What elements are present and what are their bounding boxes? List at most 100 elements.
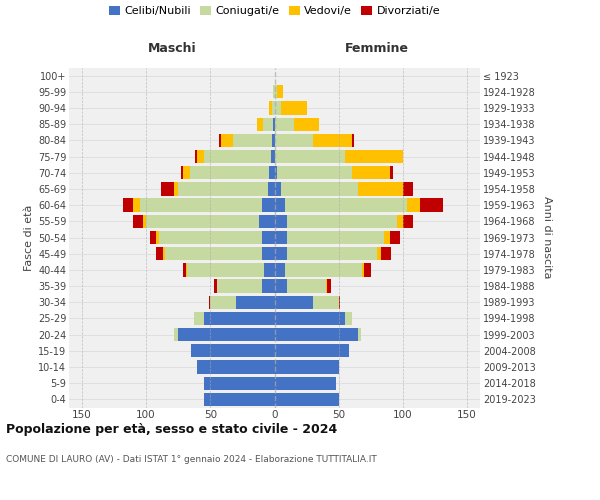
Bar <box>186 263 187 276</box>
Bar <box>277 85 283 98</box>
Bar <box>163 247 166 260</box>
Bar <box>275 247 287 260</box>
Bar <box>184 166 190 179</box>
Bar <box>178 182 268 196</box>
Bar <box>204 393 275 406</box>
Bar <box>150 231 157 244</box>
Bar <box>326 280 327 292</box>
Bar <box>263 118 273 131</box>
Bar <box>275 263 285 276</box>
Bar <box>217 280 262 292</box>
Bar <box>275 150 345 163</box>
Bar <box>175 182 178 196</box>
Bar <box>285 198 407 212</box>
Bar <box>287 247 377 260</box>
Bar <box>195 150 197 163</box>
Bar <box>257 118 263 131</box>
Bar <box>259 214 275 228</box>
Bar <box>161 182 175 196</box>
Text: Maschi: Maschi <box>148 42 196 55</box>
Bar <box>275 166 277 179</box>
Bar <box>262 231 275 244</box>
Bar <box>236 296 275 309</box>
Bar <box>358 328 361 342</box>
Bar <box>178 328 275 342</box>
Bar <box>123 198 133 212</box>
Bar <box>294 118 319 131</box>
Bar <box>140 198 262 212</box>
Bar <box>364 263 371 276</box>
Bar <box>281 102 307 114</box>
Bar <box>175 328 178 342</box>
Bar <box>287 280 326 292</box>
Bar <box>362 263 364 276</box>
Bar <box>275 182 281 196</box>
Bar <box>287 231 383 244</box>
Bar <box>275 296 313 309</box>
Legend: Celibi/Nubili, Coniugati/e, Vedovi/e, Divorziati/e: Celibi/Nubili, Coniugati/e, Vedovi/e, Di… <box>104 2 445 21</box>
Bar <box>383 231 390 244</box>
Bar <box>233 134 272 147</box>
Bar <box>381 247 391 260</box>
Bar <box>275 312 345 325</box>
Bar <box>190 166 269 179</box>
Bar <box>275 344 349 358</box>
Bar <box>275 280 287 292</box>
Bar <box>313 296 339 309</box>
Bar <box>204 376 275 390</box>
Bar <box>285 263 362 276</box>
Text: Popolazione per età, sesso e stato civile - 2024: Popolazione per età, sesso e stato civil… <box>6 422 337 436</box>
Bar <box>133 198 140 212</box>
Bar <box>345 312 352 325</box>
Bar <box>390 166 392 179</box>
Bar <box>221 134 233 147</box>
Bar <box>157 231 159 244</box>
Bar <box>269 102 272 114</box>
Bar <box>194 312 204 325</box>
Bar <box>197 150 204 163</box>
Bar <box>275 360 339 374</box>
Bar <box>273 85 275 98</box>
Bar <box>287 214 397 228</box>
Bar <box>275 393 339 406</box>
Bar <box>272 102 275 114</box>
Bar <box>275 118 294 131</box>
Bar <box>209 296 210 309</box>
Bar <box>210 296 236 309</box>
Bar <box>358 182 403 196</box>
Bar <box>352 166 390 179</box>
Bar <box>181 166 184 179</box>
Bar <box>327 280 331 292</box>
Bar <box>377 247 381 260</box>
Bar <box>403 214 413 228</box>
Bar <box>159 231 262 244</box>
Bar <box>166 247 262 260</box>
Bar <box>157 247 163 260</box>
Bar <box>339 296 340 309</box>
Bar <box>264 263 275 276</box>
Bar <box>275 376 336 390</box>
Bar <box>275 328 358 342</box>
Bar <box>273 118 275 131</box>
Bar <box>204 150 271 163</box>
Bar <box>390 231 400 244</box>
Bar <box>281 182 358 196</box>
Bar <box>262 198 275 212</box>
Bar <box>277 166 352 179</box>
Bar <box>197 360 275 374</box>
Bar <box>275 214 287 228</box>
Bar <box>262 280 275 292</box>
Bar <box>275 198 285 212</box>
Bar <box>345 150 403 163</box>
Bar <box>268 182 275 196</box>
Bar <box>184 263 186 276</box>
Bar <box>146 214 259 228</box>
Bar <box>275 85 277 98</box>
Bar <box>214 280 217 292</box>
Bar <box>407 198 419 212</box>
Bar <box>397 214 403 228</box>
Bar <box>275 102 281 114</box>
Bar <box>262 247 275 260</box>
Bar <box>272 134 275 147</box>
Bar <box>403 182 413 196</box>
